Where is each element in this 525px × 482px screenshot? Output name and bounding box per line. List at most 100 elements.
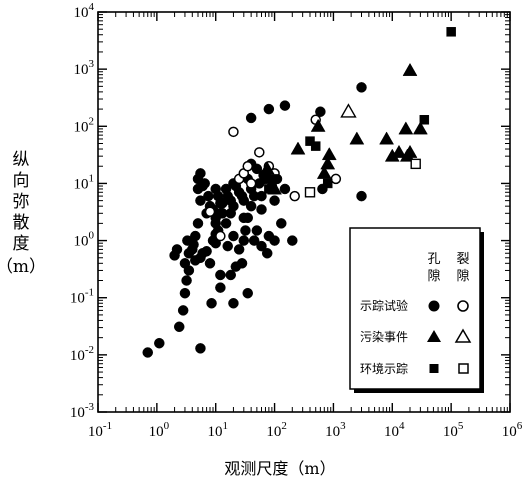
data-point-square	[410, 158, 421, 170]
data-point-circle	[177, 305, 189, 316]
legend-header-pore-1: 孔	[427, 252, 440, 267]
data-point-circle	[279, 183, 291, 195]
legend-header-pore-2: 隙	[427, 269, 440, 284]
data-point-triangle	[349, 131, 365, 145]
data-point-circle	[254, 147, 265, 158]
data-point-circle	[179, 287, 191, 299]
data-point-circle	[199, 178, 210, 189]
y-tick-label-base: 10	[70, 291, 85, 307]
y-title-char-3: 弥	[13, 192, 30, 212]
x-tick-label: 101	[207, 420, 228, 440]
data-point-circle	[276, 218, 287, 229]
y-tick-label-base: 10	[74, 176, 89, 192]
y-tick-label: 102	[74, 115, 95, 135]
data-point-circle	[248, 235, 260, 246]
data-point-triangle	[379, 131, 395, 145]
x-tick-label-base: 10	[88, 424, 103, 440]
data-point-circle	[179, 258, 191, 269]
data-point-circle	[261, 247, 273, 259]
y-tick-label: 10-1	[70, 287, 94, 307]
y-tick-label-exponent: 2	[89, 115, 95, 127]
data-point-circle	[238, 235, 250, 246]
data-point-circle	[330, 173, 342, 185]
data-point-circle	[215, 269, 226, 281]
data-points	[142, 27, 456, 358]
data-point-circle	[236, 258, 248, 269]
data-point-circle	[245, 178, 257, 189]
plot-border	[97, 11, 511, 413]
data-point-circle	[256, 190, 267, 202]
axis-ticks	[97, 11, 511, 413]
data-point-square	[310, 141, 321, 151]
data-point-circle	[228, 126, 239, 138]
y-tick-label-exponent: 0	[89, 230, 95, 242]
legend-marker-pollution-pore	[427, 330, 441, 342]
y-tick-label: 100	[74, 230, 95, 250]
data-point-triangle	[412, 121, 428, 135]
y-tick-label-exponent: -3	[85, 401, 95, 413]
data-point-square	[419, 115, 430, 125]
data-point-circle	[204, 206, 216, 217]
data-point-circle	[190, 230, 201, 242]
legend-marker-envtracer-fracture	[458, 363, 469, 374]
data-point-circle	[233, 244, 245, 255]
data-point-circle	[238, 195, 250, 206]
y-tick-label-base: 10	[70, 405, 85, 421]
data-point-circle	[201, 246, 212, 257]
data-point-triangle	[310, 118, 326, 132]
data-point-square	[264, 184, 274, 194]
x-axis-title: 观测尺度（m）	[224, 459, 335, 478]
data-point-circle	[356, 82, 367, 93]
data-point-triangle	[290, 141, 306, 155]
data-point-square	[269, 174, 280, 184]
data-point-circle	[203, 190, 214, 202]
legend-marker-tracer-fracture	[457, 300, 469, 312]
y-tick-label-exponent: 1	[89, 172, 95, 184]
data-point-circle	[154, 337, 165, 349]
y-title-char-6: （m）	[0, 257, 46, 277]
data-point-triangle	[402, 62, 418, 76]
y-tick-label-exponent: 4	[89, 1, 95, 13]
data-point-circle	[173, 321, 185, 333]
y-tick-label-exponent: -1	[85, 287, 94, 299]
data-point-circle	[204, 258, 216, 269]
data-point-square	[446, 27, 456, 37]
x-tick-label-base: 10	[207, 424, 222, 440]
data-point-circle	[215, 208, 226, 219]
data-point-circle	[228, 298, 239, 309]
data-point-circle	[206, 298, 217, 309]
legend-row-environmental-tracer: 环境示踪	[360, 361, 408, 376]
data-point-circle	[222, 240, 233, 252]
data-point-circle	[215, 230, 226, 242]
y-tick-label: 101	[74, 172, 95, 192]
x-tick-label-exponent: -1	[103, 420, 112, 432]
x-tick-label-exponent: 2	[281, 420, 287, 432]
data-point-triangle	[320, 156, 336, 170]
y-tick-label-base: 10	[70, 348, 85, 364]
data-point-circle	[228, 230, 239, 242]
data-point-circle	[315, 106, 326, 117]
x-tick-label-base: 10	[266, 424, 281, 440]
x-tick-label: 105	[443, 420, 464, 440]
y-tick-label: 10-2	[70, 344, 94, 364]
x-tick-label-exponent: 3	[340, 420, 346, 432]
data-point-square	[322, 178, 333, 189]
x-tick-label-exponent: 0	[164, 420, 170, 432]
data-point-circle	[356, 190, 367, 202]
data-point-circle	[256, 204, 267, 215]
y-tick-label: 10-3	[70, 401, 95, 421]
y-tick-label-exponent: 3	[89, 58, 95, 70]
x-tick-label-exponent: 1	[222, 420, 228, 432]
legend-row-pollution-event: 污染事件	[360, 329, 408, 344]
data-point-triangle	[398, 121, 414, 135]
data-point-circle	[245, 200, 257, 212]
x-tick-label-exponent: 5	[458, 420, 464, 432]
legend: 孔 隙 裂 隙 示踪试验 污染事件 环境示踪	[349, 227, 484, 393]
x-tick-label: 106	[502, 420, 523, 440]
data-point-triangle	[340, 103, 357, 118]
y-tick-label-base: 10	[74, 234, 89, 250]
x-tick-label-base: 10	[384, 424, 399, 440]
legend-marker-tracer-pore	[428, 300, 440, 312]
y-tick-label-base: 10	[74, 5, 89, 21]
